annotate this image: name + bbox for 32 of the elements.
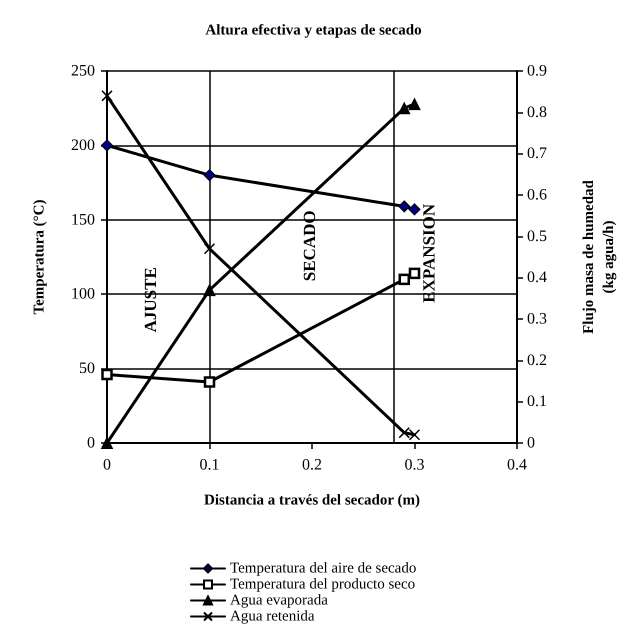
annotation: AJUSTE	[140, 267, 160, 332]
y2-tick-label: 0.3	[527, 310, 547, 328]
y-axis-title: Temperatura (°C)	[32, 199, 48, 315]
x-tick-label: 0.2	[302, 456, 322, 474]
legend-label: Temperatura del aire de secado	[230, 560, 416, 576]
legend-label: Agua retenida	[230, 608, 315, 624]
chart-title: Altura efectiva y etapas de secado	[205, 22, 422, 38]
y-tick-label: 250	[71, 62, 95, 80]
y2-axis-title: Flujo masa de humedad (kg agua/h)	[581, 179, 617, 334]
x-tick-label: 0	[103, 456, 111, 474]
legend-label: Temperatura del producto seco	[230, 576, 416, 592]
y2-tick-label: 0	[527, 434, 535, 452]
y-tick-label: 0	[87, 434, 95, 452]
x-tick-label: 0.3	[404, 456, 424, 474]
y2-tick-label: 0.8	[527, 104, 547, 121]
x-tick-label: 0.4	[507, 456, 527, 474]
legend-label: Agua evaporada	[230, 592, 328, 608]
y2-tick-label: 0.6	[527, 186, 547, 204]
annotation: EXPANSION	[420, 203, 439, 303]
y2-tick-label: 0.2	[527, 352, 547, 369]
y-tick-label: 150	[71, 211, 95, 228]
y-tick-label: 50	[79, 360, 95, 378]
y2-tick-label: 0.7	[527, 145, 547, 162]
y2-tick-label: 0.5	[527, 228, 547, 245]
x-axis-title: Distancia a través del secador (m)	[204, 492, 420, 508]
y2-tick-label: 0.9	[527, 62, 547, 80]
y-tick-label: 200	[71, 136, 95, 154]
x-tick-label: 0.1	[200, 456, 220, 474]
annotation: SECADO	[300, 210, 319, 282]
y2-tick-label: 0.4	[527, 269, 547, 286]
y-tick-label: 100	[71, 286, 95, 303]
y2-tick-label: 0.1	[527, 393, 547, 410]
